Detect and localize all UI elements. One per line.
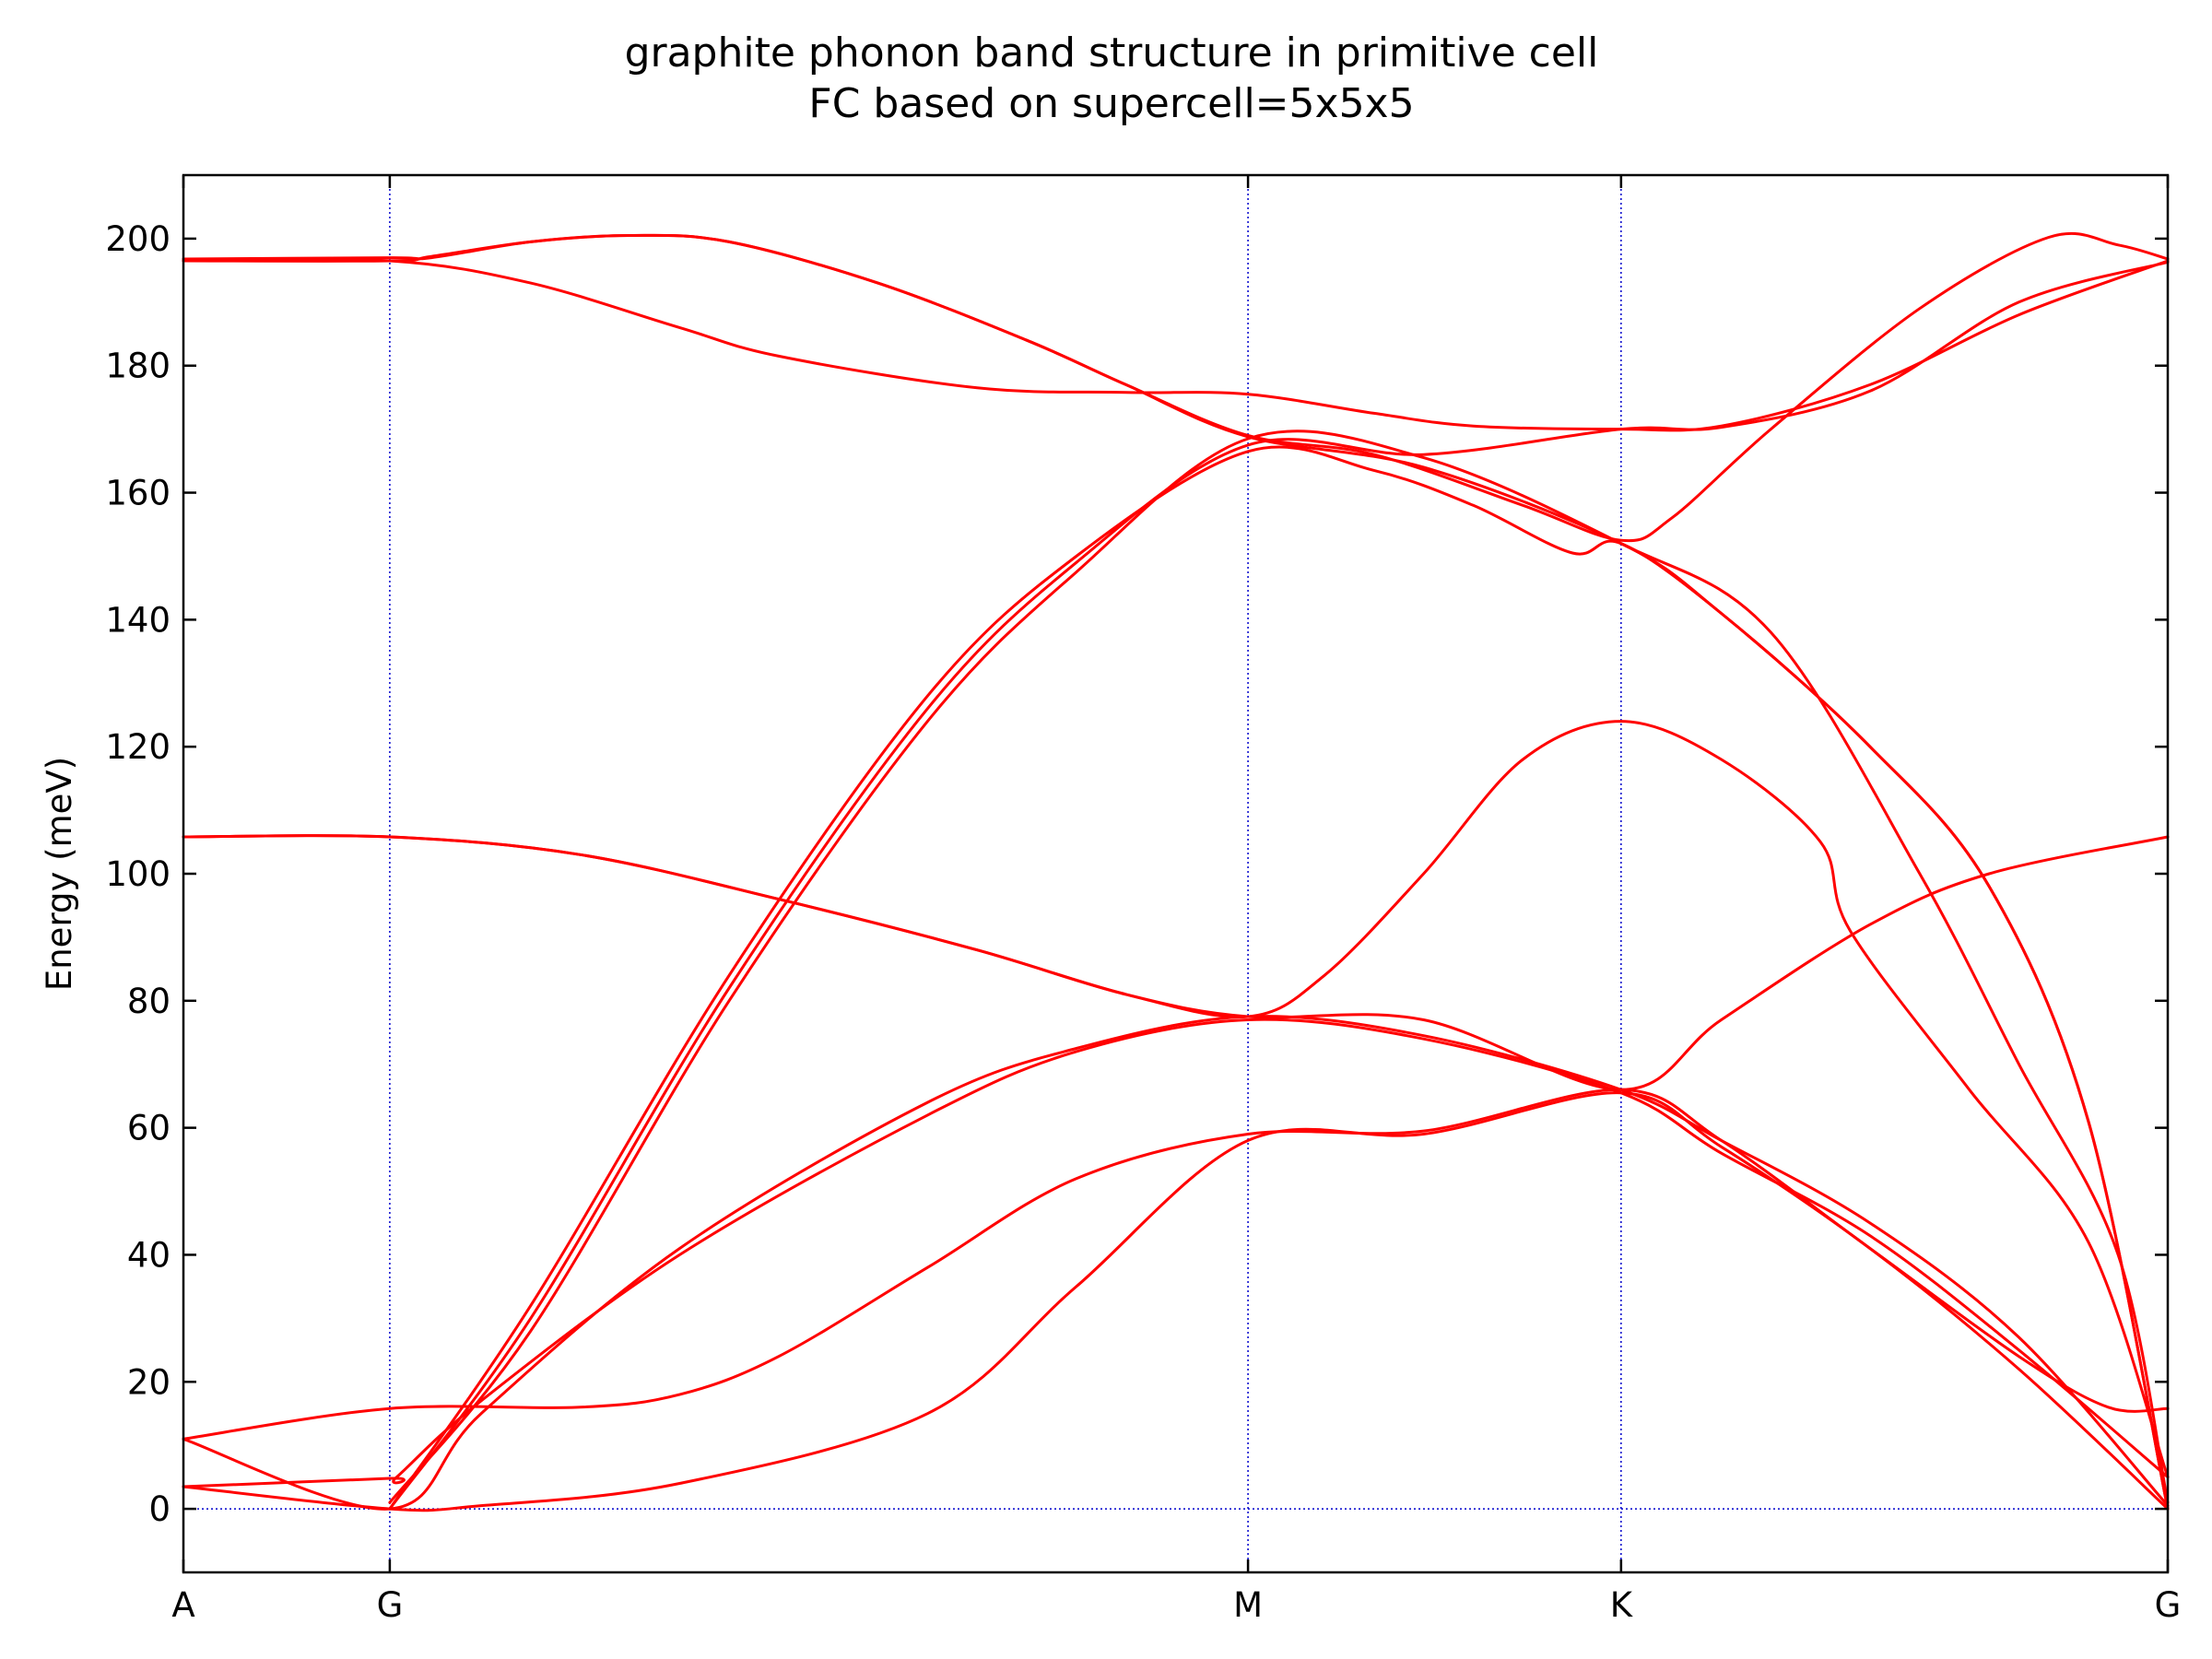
y-tick-label: 80 xyxy=(127,982,171,1021)
band-line-2 xyxy=(182,1018,2170,1488)
band-line-11 xyxy=(388,260,2170,1511)
y-tick-label: 180 xyxy=(105,347,171,386)
band-line-8 xyxy=(182,231,2170,543)
band-line-4 xyxy=(182,1088,2170,1441)
band-lines xyxy=(182,231,2170,1512)
y-tick-label: 140 xyxy=(105,600,171,640)
y-axis-ticks: 0 20 40 60 80 100 120 140 160 180 200 xyxy=(105,219,2168,1529)
y-tick-label: 100 xyxy=(105,854,171,894)
grid-lines xyxy=(183,175,2168,1572)
y-tick-label: 0 xyxy=(148,1489,171,1529)
x-tick-label: K xyxy=(1610,1585,1634,1625)
chart-subtitle: FC based on supercell=5x5x5 xyxy=(808,80,1414,127)
band-line-12 xyxy=(388,429,2170,1504)
y-tick-label: 60 xyxy=(127,1109,171,1148)
band-line-7 xyxy=(182,257,2170,432)
chart-title: graphite phonon band structure in primit… xyxy=(625,29,1599,76)
band-line-9 xyxy=(182,233,2170,1511)
y-tick-label: 40 xyxy=(127,1235,171,1275)
y-tick-label: 200 xyxy=(105,219,171,259)
x-tick-label: G xyxy=(377,1585,404,1625)
y-tick-label: 120 xyxy=(105,727,171,767)
y-tick-label: 20 xyxy=(127,1362,171,1402)
x-tick-label: G xyxy=(2155,1585,2182,1625)
x-tick-label: A xyxy=(171,1585,194,1625)
band-line-1 xyxy=(182,1091,2170,1512)
y-axis-label: Energy (meV) xyxy=(40,757,79,991)
band-line-6 xyxy=(182,720,2170,1479)
band-line-10 xyxy=(388,445,2170,1511)
y-tick-label: 160 xyxy=(105,474,171,513)
band-line-3 xyxy=(182,1015,2170,1511)
x-tick-label: M xyxy=(1233,1585,1263,1625)
